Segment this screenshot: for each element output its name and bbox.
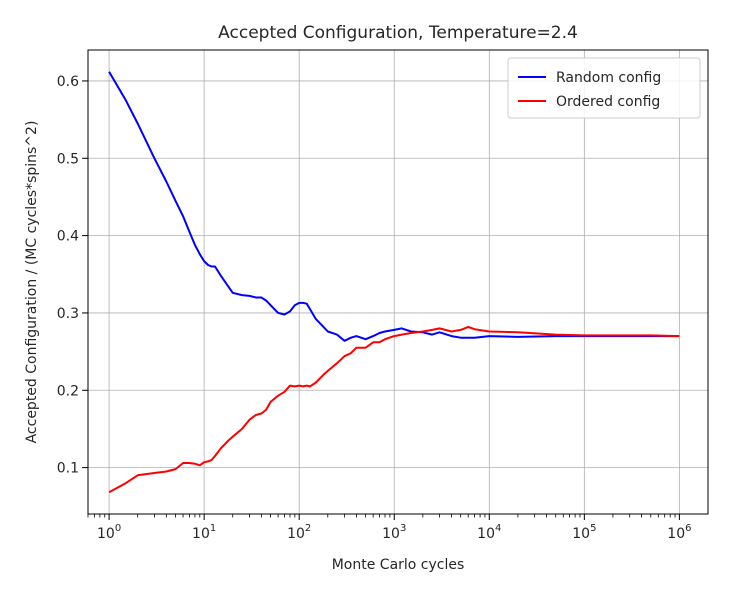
x-axis-label: Monte Carlo cycles	[332, 557, 465, 573]
x-tick-label: 106	[667, 523, 691, 542]
y-axis-label: Accepted Configuration / (MC cycles*spin…	[24, 121, 40, 444]
x-tick-label: 104	[477, 523, 501, 542]
legend-label-random: Random config	[556, 70, 661, 86]
legend-label-ordered: Ordered config	[556, 94, 660, 110]
x-axis: 100 101 102 103 104 105 106	[87, 514, 691, 542]
random-config-line	[108, 71, 680, 342]
x-tick-label: 100	[97, 523, 121, 542]
ordered-config-line	[108, 325, 680, 494]
y-tick-label: 0.6	[57, 74, 79, 90]
y-tick-label: 0.1	[57, 461, 79, 477]
y-tick-label: 0.3	[57, 306, 79, 322]
series-lines	[108, 71, 680, 494]
plot-frame	[87, 49, 709, 515]
y-tick-label: 0.2	[57, 383, 79, 399]
y-axis: 0.1 0.2 0.3 0.4 0.5 0.6	[57, 74, 88, 477]
x-tick-label: 102	[287, 523, 311, 542]
x-tick-label: 103	[382, 523, 406, 542]
legend-box	[507, 57, 701, 119]
chart-title: Accepted Configuration, Temperature=2.4	[218, 23, 578, 43]
grid	[88, 50, 708, 514]
legend: Random config Ordered config	[507, 57, 701, 119]
x-tick-label: 105	[572, 523, 596, 542]
y-tick-label: 0.5	[57, 151, 79, 167]
x-tick-label: 101	[192, 523, 216, 542]
y-tick-label: 0.4	[57, 229, 79, 245]
